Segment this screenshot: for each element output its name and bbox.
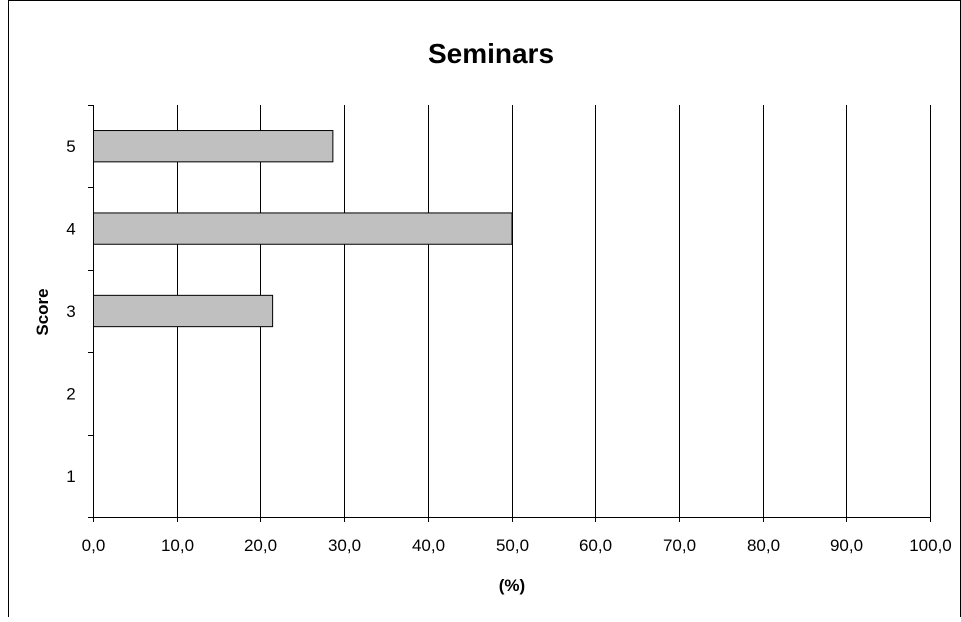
- y-tick-label: 3: [66, 302, 75, 321]
- y-tick-label: 1: [66, 467, 75, 486]
- chart-title: Seminars: [428, 38, 554, 69]
- x-tick-label: 10,0: [161, 536, 194, 555]
- x-tick-label: 60,0: [579, 536, 612, 555]
- x-tick-label: 50,0: [496, 536, 529, 555]
- x-tick-label: 0,0: [82, 536, 106, 555]
- bar-score-3: [93, 294, 274, 328]
- x-axis-label: (%): [499, 576, 525, 595]
- tick-labels: 0,0 10,0 20,0 30,0 40,0 50,0 60,0 70,0 80,0 90,0 1…: [66, 137, 952, 555]
- grid-lines: [177, 105, 931, 517]
- y-tick-label: 5: [66, 137, 75, 156]
- axes: [88, 105, 931, 522]
- bars: [93, 130, 513, 328]
- bar-score-4: [93, 212, 513, 245]
- y-tick-label: 2: [66, 384, 75, 403]
- x-tick-label: 30,0: [328, 536, 361, 555]
- x-tick-label: 80,0: [747, 536, 780, 555]
- x-tick-label: 40,0: [412, 536, 445, 555]
- x-tick-label: 70,0: [663, 536, 696, 555]
- y-axis-label: Score: [33, 288, 52, 335]
- bar-score-5: [93, 130, 334, 163]
- x-tick-label: 100,0: [909, 536, 952, 555]
- x-tick-label: 20,0: [244, 536, 277, 555]
- x-tick-label: 90,0: [830, 536, 863, 555]
- y-tick-label: 4: [66, 220, 75, 239]
